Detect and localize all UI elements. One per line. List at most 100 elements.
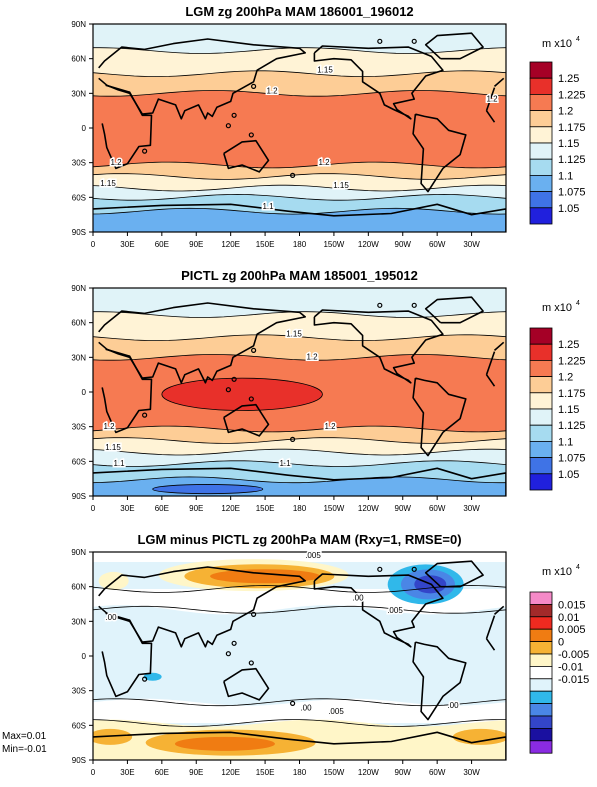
contour-label: .00 (300, 703, 312, 712)
pos-blob (174, 736, 275, 751)
x-tick-label: 30W (463, 504, 480, 513)
island-outline (411, 38, 417, 44)
contour-line (93, 719, 506, 727)
x-tick-label: 60W (429, 504, 446, 513)
continent-outline (101, 612, 496, 698)
island-outline (411, 302, 417, 308)
contour-line (93, 173, 506, 180)
x-tick-label: 30E (120, 768, 134, 777)
continent-outline (93, 467, 506, 496)
x-tick-label: 120W (358, 504, 379, 513)
island-outline (248, 660, 254, 666)
colorbar-label: 1.175 (558, 388, 586, 400)
contour-label: 1.2 (324, 422, 336, 431)
contour-label: 1.2 (103, 422, 115, 431)
y-tick-label: 30N (71, 353, 86, 362)
colorbar-label: 1.15 (558, 404, 579, 416)
colorbar-label: 1.225 (558, 355, 586, 367)
colorbar-swatch (529, 457, 553, 475)
island-outline (225, 651, 231, 657)
contour-band (93, 185, 506, 201)
contour-line (93, 448, 506, 456)
colorbar-swatch (529, 604, 553, 618)
continent-outline (93, 731, 506, 760)
contour-label: 1.15 (333, 181, 349, 190)
y-tick-label: 90N (71, 284, 86, 293)
continent-outline (313, 309, 444, 384)
colorbar-exponent: 4 (576, 564, 580, 571)
y-tick-label: 30N (71, 89, 86, 98)
y-tick-label: 60S (72, 457, 86, 466)
contour-label: 1.2 (266, 86, 278, 95)
contour-label: 1.15 (286, 330, 302, 339)
island-outline (290, 172, 296, 178)
x-tick-label: 150W (323, 504, 344, 513)
island-outline (248, 396, 254, 402)
min-stat: Min=-0.01 (2, 744, 47, 755)
panel-lgm: 0 30E 60E 90E 120E 150E 180 150W 120W 90W 60W 30W 90… (71, 4, 585, 249)
x-tick-label: 180 (293, 768, 307, 777)
continent-outline (424, 32, 484, 60)
island-outline (251, 611, 257, 618)
x-tick-label: 60E (155, 768, 169, 777)
colorbar-label: 0 (558, 637, 564, 649)
continent-outline (313, 45, 444, 120)
colorbar-swatch (529, 715, 553, 729)
max-stat: Max=0.01 (2, 731, 47, 742)
filled-contours (93, 288, 506, 496)
y-tick-label: 90S (72, 492, 86, 501)
x-tick-label: 150E (256, 240, 275, 249)
colorbar-swatch (529, 740, 553, 754)
y-tick-label: 30S (72, 687, 86, 696)
contour-band (93, 311, 506, 341)
colorbar-label: 1.175 (558, 122, 586, 134)
colorbar-swatch (529, 158, 553, 176)
contour-label: 1.2 (110, 158, 122, 167)
coastlines (93, 296, 506, 496)
x-tick-label: 90W (395, 240, 412, 249)
colorbar-unit: m x10 (542, 302, 572, 314)
contour-label: 1.15 (317, 66, 333, 75)
panel-pictl: 0 30E 60E 90E 120E 150E 180 150W 120W 90W 60W 30W 90… (71, 268, 585, 513)
pos-blob (93, 728, 133, 745)
colorbar-swatch (529, 666, 553, 680)
contour-blob (161, 377, 323, 411)
contour-band (93, 24, 506, 54)
continent-outline (98, 38, 505, 120)
x-tick-label: 120E (221, 768, 240, 777)
colorbar-swatch (529, 327, 553, 345)
colorbar-swatch (529, 424, 553, 442)
colorbar-swatch (529, 641, 553, 655)
colorbar-swatch (529, 408, 553, 426)
contour-label: .005 (387, 606, 403, 615)
x-tick-label: 90E (189, 768, 203, 777)
continent-outline (424, 560, 484, 588)
y-tick-label: 90N (71, 20, 86, 29)
island-outline (225, 387, 231, 393)
x-tick-label: 30E (120, 240, 134, 249)
colorbar-label: 1.125 (558, 154, 586, 166)
x-tick-label: 30E (120, 504, 134, 513)
colorbar-swatch (529, 207, 553, 225)
colorbar-swatch (529, 678, 553, 692)
continent-outline (424, 296, 484, 324)
y-tick-label: 90S (72, 756, 86, 765)
contour-line (93, 184, 506, 192)
x-tick-label: 0 (91, 768, 96, 777)
y-tick-label: 0 (82, 124, 87, 133)
continent-outline (223, 139, 270, 173)
x-tick-label: 120E (221, 240, 240, 249)
x-tick-label: 120W (358, 240, 379, 249)
colorbar-label: -0.015 (558, 674, 589, 686)
panel-title: LGM minus PICTL zg 200hPa MAM (Rxy=1, RM… (137, 532, 461, 547)
contour-label: 1.2 (486, 94, 498, 103)
colorbar-label: 1.15 (558, 138, 579, 150)
colorbar-unit: m x10 (542, 566, 572, 578)
colorbar-swatch (529, 591, 553, 605)
contour-label: .00 (105, 613, 117, 622)
colorbar-swatch (529, 440, 553, 458)
x-tick-label: 120E (221, 504, 240, 513)
y-tick-label: 0 (82, 388, 87, 397)
panel-difference: 0 30E 60E 90E 120E 150E 180 150W 120W 90W 60W 30W 90… (71, 532, 589, 777)
